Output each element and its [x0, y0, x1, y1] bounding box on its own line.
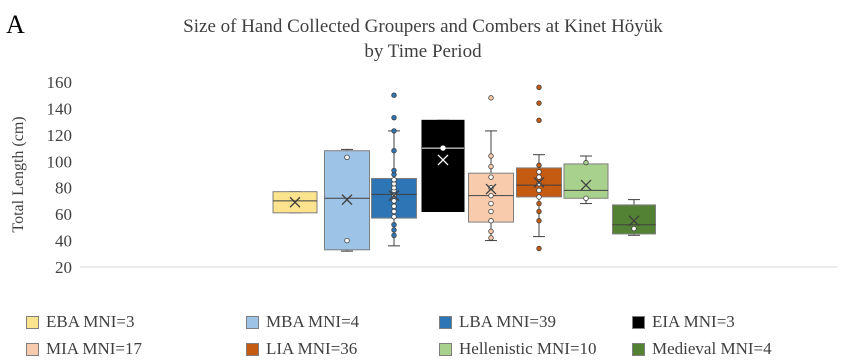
data-point [391, 232, 397, 238]
y-axis-label: Total Length (cm) [10, 116, 27, 232]
legend-swatch [632, 315, 645, 329]
data-point [488, 163, 494, 170]
data-point [536, 187, 542, 194]
data-point [488, 228, 494, 235]
data-point [391, 222, 397, 228]
data-point [536, 218, 542, 224]
box-plot: Total Length (cm) 20 40 60 80 100 120 140 160 [10, 73, 838, 277]
panel-letter: A [6, 10, 25, 39]
mean-marker [437, 154, 449, 166]
mean-marker [388, 190, 400, 202]
mean-marker [533, 176, 545, 188]
data-point [391, 114, 397, 121]
legend-label: LBA MNI=39 [459, 312, 556, 331]
legend-item: Medieval MNI=4 [632, 339, 772, 359]
y-tick-label: 80 [55, 179, 72, 198]
data-point [391, 167, 397, 174]
legend-item: EBA MNI=3 [26, 312, 134, 332]
legend-item: LBA MNI=39 [439, 312, 556, 332]
legend-swatch [439, 342, 452, 356]
data-point [536, 194, 542, 200]
data-point [583, 159, 589, 166]
data-point [488, 208, 494, 215]
legend-label: EBA MNI=3 [46, 312, 135, 331]
data-point [488, 235, 494, 241]
legend-swatch [439, 315, 452, 329]
legend-label: EIA MNI=3 [652, 312, 735, 331]
chart-title-line2: by Time Period [364, 41, 482, 62]
data-point [391, 198, 397, 204]
box [421, 119, 465, 212]
y-tick-label: 40 [55, 232, 72, 251]
legend-item: MIA MNI=17 [26, 339, 142, 359]
data-point [440, 145, 446, 151]
data-point [536, 84, 542, 90]
data-point [391, 148, 397, 154]
y-tick-label: 60 [55, 205, 72, 224]
mean-marker [341, 194, 353, 206]
data-point [488, 185, 494, 191]
data-point [536, 100, 542, 106]
legend-item: MBA MNI=4 [246, 312, 359, 332]
data-point [583, 195, 589, 201]
data-point [391, 214, 397, 220]
data-point [536, 162, 542, 168]
data-point [391, 177, 397, 183]
legend-item: EIA MNI=3 [632, 312, 735, 332]
y-tick-label: 120 [47, 126, 73, 145]
legend-label: MBA MNI=4 [266, 312, 360, 331]
legend-label: Hellenistic MNI=10 [459, 339, 597, 358]
y-tick-label: 20 [55, 258, 72, 277]
data-point [391, 128, 397, 134]
y-tick-label: 140 [47, 99, 73, 118]
data-point [536, 208, 542, 215]
mean-marker [485, 183, 497, 195]
legend-swatch [246, 342, 259, 356]
mean-marker [628, 215, 640, 227]
legend-swatch [246, 315, 259, 329]
data-point [391, 227, 397, 233]
data-point [631, 225, 637, 232]
data-point [391, 203, 397, 209]
data-point [536, 174, 542, 180]
legend-swatch [26, 315, 39, 329]
legend-label: LIA MNI=36 [266, 339, 358, 358]
data-point [391, 208, 397, 215]
legend-swatch [26, 342, 39, 356]
data-point [536, 169, 542, 175]
data-point [488, 218, 494, 224]
data-point [488, 200, 494, 207]
mean-marker [289, 196, 301, 208]
data-point [391, 92, 397, 98]
data-point [488, 192, 494, 199]
data-point [488, 153, 494, 159]
legend-label: Medieval MNI=4 [652, 339, 772, 358]
legend-item: LIA MNI=36 [246, 339, 357, 359]
data-point [536, 117, 542, 124]
legend-item: Hellenistic MNI=10 [439, 339, 597, 359]
data-point [536, 181, 542, 187]
y-tick-label: 160 [47, 73, 73, 92]
box [563, 163, 609, 199]
data-point [536, 200, 542, 207]
data-point [536, 245, 542, 252]
chart-title-line1: Size of Hand Collected Groupers and Comb… [183, 16, 663, 37]
data-point [488, 95, 494, 101]
chart-title: Size of Hand Collected Groupers and Comb… [0, 14, 846, 64]
mean-marker [580, 179, 592, 191]
legend-label: MIA MNI=17 [46, 339, 143, 358]
data-point [344, 237, 350, 244]
data-point [344, 154, 350, 161]
y-tick-label: 100 [47, 152, 73, 171]
data-point [488, 174, 494, 180]
legend-swatch [632, 342, 645, 356]
